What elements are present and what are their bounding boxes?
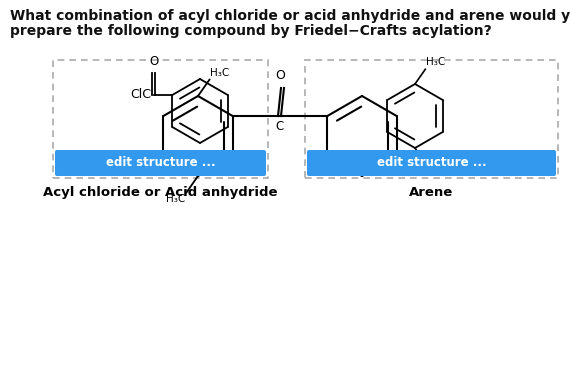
FancyBboxPatch shape [307,150,556,176]
Text: O: O [275,69,285,82]
Text: H₃C: H₃C [426,57,446,67]
Text: prepare the following compound by Friedel−Crafts acylation?: prepare the following compound by Friede… [10,24,492,38]
Text: H₃C: H₃C [166,194,185,204]
FancyBboxPatch shape [55,150,266,176]
Text: H₃C: H₃C [210,68,230,78]
Text: Arene: Arene [409,186,454,199]
Text: edit structure ...: edit structure ... [105,156,215,170]
Text: C: C [276,120,284,133]
Text: O: O [150,55,159,68]
Text: ClC: ClC [131,88,151,100]
Text: H₃C: H₃C [426,166,446,176]
Text: What combination of acyl chloride or acid anhydride and arene would you choose t: What combination of acyl chloride or aci… [10,9,570,23]
Text: edit structure ...: edit structure ... [377,156,486,170]
Text: Acyl chloride or Acid anhydride: Acyl chloride or Acid anhydride [43,186,278,199]
